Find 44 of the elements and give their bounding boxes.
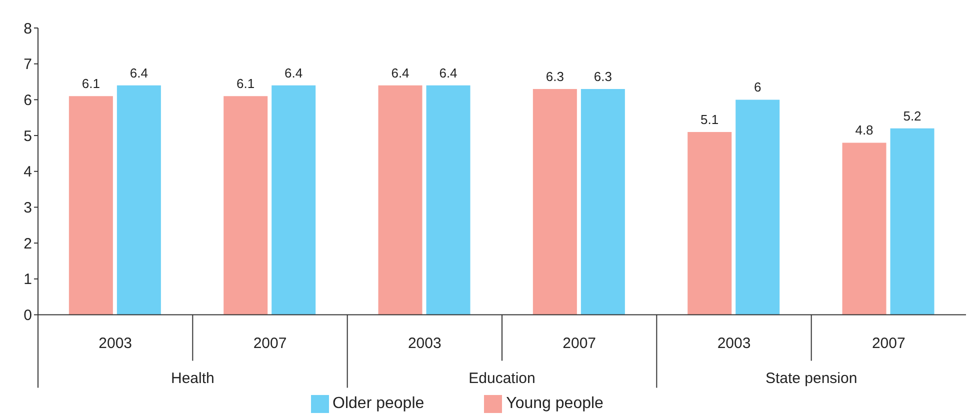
bar xyxy=(688,132,732,315)
y-tick-label: 1 xyxy=(24,271,32,288)
bar xyxy=(116,85,161,315)
x-tick-label: 2007 xyxy=(562,334,596,352)
data-label: 5.2 xyxy=(903,108,922,124)
data-label: 4.8 xyxy=(855,122,874,138)
y-tick-label: 5 xyxy=(24,128,32,145)
y-tick-label: 3 xyxy=(24,200,32,217)
text: Health xyxy=(170,370,214,387)
legend-label: Older people xyxy=(332,395,424,412)
data-label: 6.3 xyxy=(546,68,564,84)
y-tick-label: 6 xyxy=(24,92,32,110)
bar xyxy=(842,142,886,315)
data-label: 6.1 xyxy=(82,76,100,92)
x-tick-label: 2003 xyxy=(717,334,751,352)
data-label: 6.4 xyxy=(130,65,148,80)
bar xyxy=(580,88,625,315)
bar xyxy=(532,88,577,315)
data-label: 6 xyxy=(754,80,762,95)
y-tick-label: 8 xyxy=(24,20,32,38)
data-label: 6.4 xyxy=(439,65,458,80)
bar xyxy=(378,85,422,315)
data-label: 5.1 xyxy=(700,112,719,127)
legend-label: Young people xyxy=(506,395,604,412)
bar xyxy=(224,96,268,315)
bar xyxy=(736,100,780,315)
text: Education xyxy=(468,370,536,387)
data-label: 6.3 xyxy=(594,68,612,84)
bar xyxy=(68,96,113,315)
x-tick-label: 2003 xyxy=(98,334,132,352)
bar xyxy=(890,128,934,315)
x-tick-label: 2007 xyxy=(253,334,287,352)
bar xyxy=(272,85,316,315)
x-tick-label: 2007 xyxy=(872,334,906,352)
y-tick-label: 4 xyxy=(24,164,32,181)
x-tick-label: 2003 xyxy=(408,334,442,352)
data-label: 6.4 xyxy=(284,65,303,80)
bar xyxy=(426,85,470,315)
data-label: 6.1 xyxy=(236,76,255,92)
y-tick-label: 0 xyxy=(24,307,32,324)
y-tick-label: 7 xyxy=(24,56,32,74)
text: State pension xyxy=(765,370,858,387)
data-label: 6.4 xyxy=(391,65,410,80)
y-tick-label: 2 xyxy=(24,235,32,252)
